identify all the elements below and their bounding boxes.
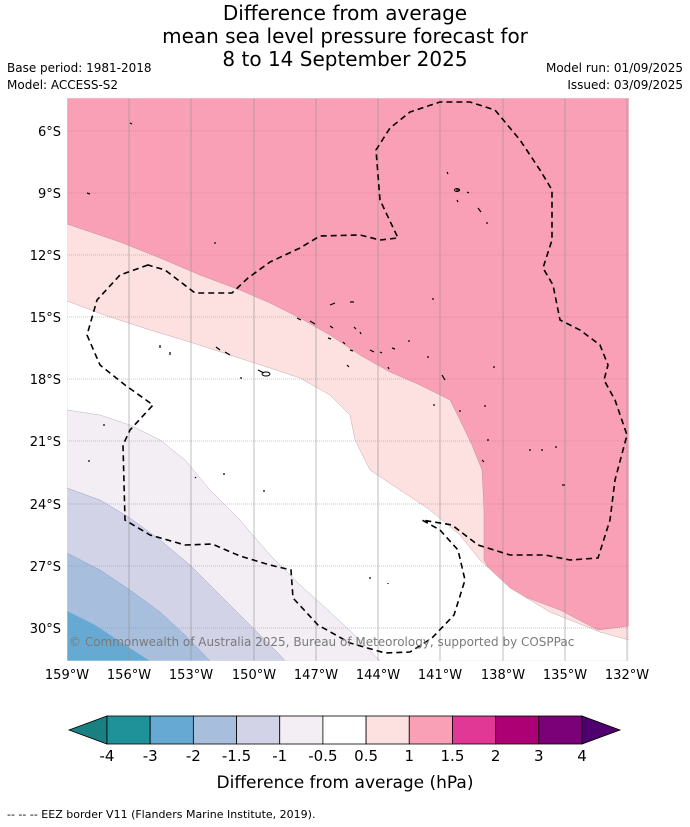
eez-border	[86, 101, 628, 654]
meta-left: Base period: 1981-2018 Model: ACCESS-S2	[7, 60, 152, 94]
colorbar-segment	[408, 715, 453, 745]
colorbar-segment	[322, 715, 367, 745]
title-line-3: 8 to 14 September 2025	[222, 47, 468, 71]
colorbar-segment	[538, 715, 583, 745]
colorbar-tick-label: 3	[534, 747, 544, 765]
lon-label: 135°W	[543, 668, 587, 683]
colorbar-segment	[192, 715, 237, 745]
lat-label: 12°S	[30, 249, 61, 264]
colorbar-tick-label: -2	[186, 747, 201, 765]
colorbar-segment	[452, 715, 497, 745]
map-frame	[66, 97, 630, 662]
lon-label: 132°W	[605, 668, 649, 683]
colorbar-segment	[365, 715, 410, 745]
islands	[86, 122, 565, 584]
colorbar-tick-label: -1.5	[222, 747, 251, 765]
model-name: Model: ACCESS-S2	[7, 78, 119, 92]
lon-label: 159°W	[45, 668, 89, 683]
lon-label: 147°W	[294, 668, 338, 683]
eez-legend-note: -- -- -- EEZ border V11 (Flanders Marine…	[7, 808, 316, 821]
lat-label: 21°S	[30, 435, 61, 450]
lat-label: 9°S	[38, 187, 61, 202]
lat-label: 30°S	[30, 622, 61, 637]
title-line-1: Difference from average	[222, 1, 468, 25]
meta-right: Model run: 01/09/2025 Issued: 03/09/2025	[546, 60, 683, 94]
colorbar-extend-high	[581, 715, 622, 745]
map-title: Difference from average mean sea level p…	[0, 2, 690, 71]
longitude-labels: 159°W 156°W 153°W 150°W 147°W 144°W 141°W 138°W…	[45, 668, 649, 683]
colorbar-segment	[236, 715, 281, 745]
copyright-notice: © Commonwealth of Australia 2025, Bureau…	[69, 635, 574, 649]
lat-label: 15°S	[30, 311, 61, 326]
lon-label: 138°W	[481, 668, 525, 683]
title-line-2: mean sea level pressure forecast for	[162, 24, 528, 48]
colorbar-tick-label: -4	[100, 747, 115, 765]
issued-date: Issued: 03/09/2025	[567, 78, 683, 92]
lon-label: 153°W	[169, 668, 213, 683]
lon-label: 144°W	[356, 668, 400, 683]
grid-lines	[67, 98, 629, 661]
colorbar-tick-label: 4	[577, 747, 587, 765]
colorbar-tick-label: -1	[272, 747, 287, 765]
colorbar-labels: -4 -3 -2 -1.5 -1 -0.5 0.5 1 1.5 2 3 4	[100, 747, 587, 765]
lat-label: 18°S	[30, 373, 61, 388]
island-atoll-north	[454, 188, 460, 192]
colorbar-tick-label: -0.5	[308, 747, 337, 765]
colorbar	[67, 715, 622, 745]
anomaly-band-1-1.5	[67, 98, 629, 631]
colorbar-tick-label: 2	[491, 747, 501, 765]
colorbar-segment	[495, 715, 540, 745]
lon-label: 150°W	[232, 668, 276, 683]
lat-label: 27°S	[30, 560, 61, 575]
map-area: © Commonwealth of Australia 2025, Bureau…	[67, 98, 629, 661]
colorbar-tick-label: 0.5	[354, 747, 378, 765]
island-atoll	[261, 371, 271, 377]
colorbar-extend-low	[67, 715, 108, 745]
colorbar-segment	[106, 715, 151, 745]
lat-label: 24°S	[30, 498, 61, 513]
latitude-labels: 6°S 9°S 12°S 15°S 18°S 21°S 24°S 27°S 30°S	[30, 125, 61, 637]
colorbar-tick-label: 1.5	[441, 747, 465, 765]
colorbar-segment	[279, 715, 324, 745]
model-run: Model run: 01/09/2025	[545, 61, 683, 75]
lat-label: 6°S	[38, 125, 61, 140]
colorbar-tick-label: 1	[404, 747, 414, 765]
lon-label: 141°W	[418, 668, 462, 683]
colorbar-tick-label: -3	[143, 747, 158, 765]
colorbar-title: Difference from average (hPa)	[217, 773, 474, 793]
colorbar-segment	[149, 715, 194, 745]
lon-label: 156°W	[107, 668, 151, 683]
base-period: Base period: 1981-2018	[7, 61, 152, 75]
